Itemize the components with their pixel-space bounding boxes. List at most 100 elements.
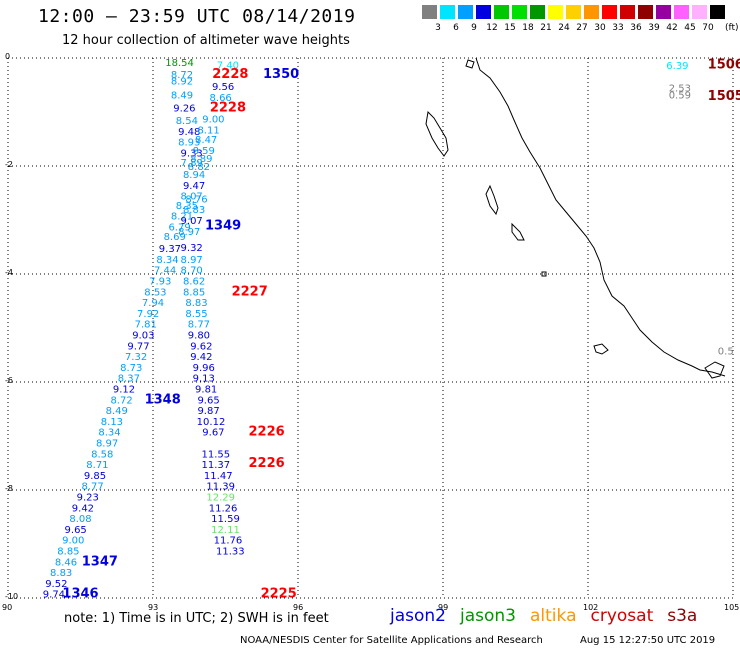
- swh-value-label: 8.47: [195, 135, 217, 146]
- swh-value-label: 8.54: [176, 116, 198, 127]
- pass-time-label: 2225: [261, 587, 297, 602]
- swh-value-label: 7.94: [142, 298, 164, 309]
- swh-value-label: 8.83: [50, 568, 72, 579]
- swh-value-label: 8.69: [164, 232, 186, 243]
- swh-value-label: 8.72: [110, 395, 132, 406]
- lat-tick-label: -10: [5, 592, 19, 601]
- legend-tick-label: 24: [558, 23, 570, 33]
- lat-tick-label: -8: [5, 484, 13, 493]
- page-title: 12:00 – 23:59 UTC 08/14/2019: [38, 6, 356, 27]
- swh-value-label: 9.00: [202, 114, 224, 125]
- swh-value-label: 9.85: [84, 471, 106, 482]
- legend-swatch: [512, 5, 527, 19]
- swh-value-label: 11.39: [206, 482, 235, 493]
- coastline-island-siberut: [425, 110, 449, 157]
- pass-time-label: 1346: [62, 587, 98, 602]
- lon-tick-label: 90: [2, 603, 13, 612]
- legend-tick-label: 45: [684, 23, 696, 33]
- legend-swatch: [602, 5, 617, 19]
- swh-value-label: 2.53: [669, 84, 691, 95]
- lon-tick-label: 93: [148, 603, 159, 612]
- lon-tick-label: 96: [293, 603, 304, 612]
- swh-value-label: 9.33: [181, 149, 203, 160]
- coastline-sumatra: [475, 57, 726, 377]
- legend-tick-label: 33: [612, 23, 624, 33]
- pass-time-label: 2226: [248, 425, 284, 440]
- swh-value-label: 7.32: [125, 352, 147, 363]
- swh-value-label: 7.93: [149, 276, 171, 287]
- swh-value-label: 11.47: [204, 471, 233, 482]
- swh-value-label: 7.81: [135, 320, 157, 331]
- swh-value-label: 10.12: [197, 417, 226, 428]
- legend-swatch: [584, 5, 599, 19]
- swh-value-label: 8.85: [183, 287, 205, 298]
- swh-value-label: 12.11: [211, 525, 240, 536]
- legend-tick-label: 9: [471, 23, 477, 33]
- swh-value-label: 8.53: [144, 287, 166, 298]
- swh-value-label: 8.55: [185, 309, 207, 320]
- swh-value-label: 7.44: [154, 266, 176, 277]
- footer-credit: NOAA/NESDIS Center for Satellite Applica…: [240, 635, 543, 646]
- swh-value-label: 8.89: [190, 154, 212, 165]
- swh-value-label: 8.49: [106, 406, 128, 417]
- legend-unit: (ft): [725, 23, 739, 33]
- swh-value-label: 6.39: [666, 61, 688, 72]
- pass-time-label: 1349: [205, 218, 241, 233]
- lon-tick-label: 105: [724, 603, 740, 612]
- swh-value-label: 8.85: [57, 546, 79, 557]
- legend-swatch: [566, 5, 581, 19]
- swh-value-label: 8.92: [171, 77, 193, 88]
- legend-tick-label: 39: [648, 23, 660, 33]
- swh-value-label: 9.52: [45, 579, 67, 590]
- swh-value-label: 0.5: [718, 347, 734, 358]
- swh-value-label: 8.70: [181, 266, 203, 277]
- legend-tick-label: 21: [540, 23, 552, 33]
- swh-value-label: 8.97: [181, 255, 203, 266]
- swh-value-label: 6.79: [168, 222, 190, 233]
- coastline: [425, 57, 726, 379]
- swh-value-label: 9.32: [181, 243, 203, 254]
- lat-tick-label: -6: [5, 376, 13, 385]
- coastline-island-sipura: [485, 184, 499, 216]
- swh-value-label: 8.34: [98, 428, 120, 439]
- swh-value-label: 9.65: [197, 395, 219, 406]
- swh-value-label: 11.55: [202, 449, 231, 460]
- swh-value-label: 7.40: [217, 60, 239, 71]
- swh-value-label: 8.59: [193, 146, 215, 157]
- swh-value-label: 9.48: [178, 127, 200, 138]
- swh-value-label: 9.77: [127, 341, 149, 352]
- satellite-label: altika: [530, 606, 577, 626]
- legend-swatch: [476, 5, 491, 19]
- swh-value-label: 0.59: [669, 91, 691, 102]
- legend-tick-label: 30: [594, 23, 606, 33]
- legend-swatch: [440, 5, 455, 19]
- swh-value-label: 9.23: [77, 492, 99, 503]
- swh-value-label: 12.29: [206, 492, 235, 503]
- swh-value-label: 9.42: [72, 503, 94, 514]
- swh-value-label: 8.62: [183, 276, 205, 287]
- swh-value-label: 9.07: [181, 216, 203, 227]
- swh-value-label: 9.87: [197, 406, 219, 417]
- swh-value-label: 8.77: [188, 320, 210, 331]
- swh-value-label: 8.72: [171, 70, 193, 81]
- swh-value-label: 8.93: [178, 138, 200, 149]
- swh-value-label: 9.47: [183, 181, 205, 192]
- legend-swatch: [458, 5, 473, 19]
- swh-value-label: 9.26: [173, 104, 195, 115]
- swh-value-label: 8.73: [120, 363, 142, 374]
- legend-swatch: [548, 5, 563, 19]
- legend-tick-label: 3: [435, 23, 441, 33]
- legend-swatch: [674, 5, 689, 19]
- footer-timestamp: Aug 15 12:27:50 UTC 2019: [580, 635, 716, 646]
- swh-value-label: 8.66: [210, 93, 232, 104]
- pass-time-label: 1505: [708, 89, 740, 104]
- swh-value-label: 8.83: [183, 205, 205, 216]
- swh-value-label: 9.80: [188, 330, 210, 341]
- swh-value-label: 8.11: [197, 125, 219, 136]
- swh-value-label: 9.13: [193, 374, 215, 385]
- legend-tick-label: 15: [504, 23, 516, 33]
- coastline-island-small: [541, 271, 547, 277]
- swh-value-label: 9.62: [190, 341, 212, 352]
- swh-value-label: 9.12: [113, 384, 135, 395]
- swh-value-label: 9.81: [195, 384, 217, 395]
